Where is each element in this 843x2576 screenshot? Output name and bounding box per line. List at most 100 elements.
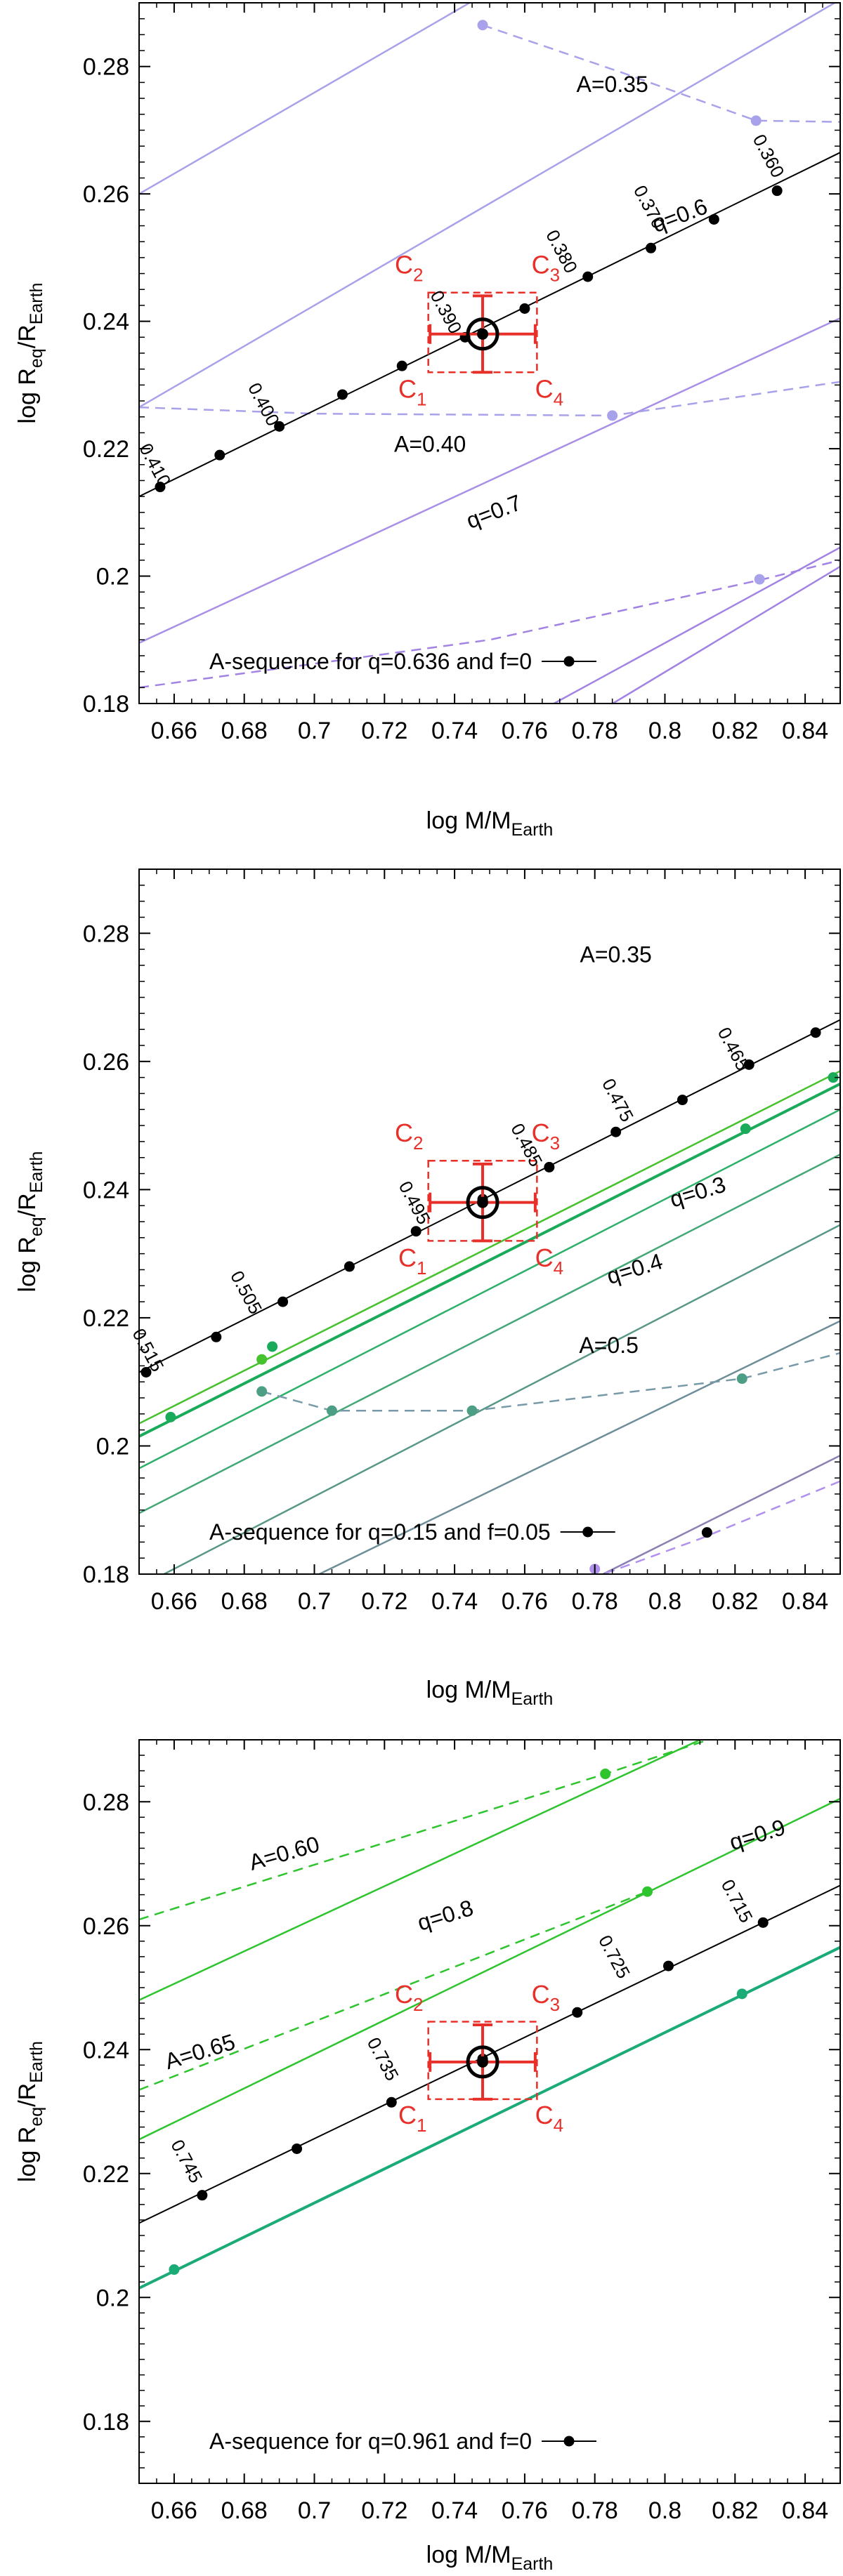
corner-label-c2: C2 [395,251,423,286]
series-line-a-sequence [139,1884,840,2224]
legend-marker [563,2436,575,2447]
corner-label-c2: C2 [395,1980,423,2015]
sequence-value-label: 0.515 [128,1325,168,1375]
series-line-q-line-6 [317,1320,840,1574]
data-point [828,1072,839,1083]
data-point [336,389,348,400]
sequence-value-label: 0.465 [714,1024,754,1074]
plot-frame [138,868,841,1575]
x-tick-label: 0.8 [648,718,681,744]
data-point [600,1769,611,1780]
series-line-q-0-4 [162,1224,840,1574]
observation-ring [466,317,499,351]
sequence-value-label: 0.390 [426,287,466,338]
data-point [169,2264,180,2276]
x-axis-title: log M/MEarth [426,807,554,840]
y-tick-label: 0.22 [83,436,129,463]
data-point [277,1296,289,1307]
series-line-q-line-4 [551,546,840,704]
x-tick-label: 0.7 [298,2497,331,2524]
series-line-q-line-1 [139,3,471,195]
y-tick-label: 0.24 [83,309,129,336]
sequence-value-label: 0.360 [749,131,789,181]
y-axis-title: log Req/REarth [14,283,46,424]
x-tick-label: 0.74 [431,2497,478,2524]
series-line-q-top [139,1740,700,2001]
x-tick-label: 0.66 [151,718,197,744]
series-line-a-0-60 [139,1740,711,1921]
series-line-a-line-3 [139,559,840,689]
x-tick-label: 0.66 [151,1588,197,1615]
x-tick-label: 0.82 [712,2497,758,2524]
x-tick-label: 0.66 [151,2497,197,2524]
plot-area [139,3,840,704]
y-tick-label: 0.22 [83,1305,129,1332]
corner-label-c1: C1 [398,1243,426,1279]
x-tick-label: 0.7 [298,1588,331,1615]
series-line-q-line-5 [610,565,840,704]
annotation-a-0-35: A=0.35 [580,942,651,967]
data-point [701,1527,712,1538]
series-line-q-0-9 [139,1797,840,2141]
x-tick-label: 0.68 [221,1588,268,1615]
corner-label-c2: C2 [395,1118,423,1154]
series-line-q-0-7 [139,317,840,644]
series-line-q-0-6 [139,3,837,409]
x-tick-label: 0.68 [221,718,268,744]
annotation-a-0-60: A=0.60 [246,1831,322,1875]
series-line-a-0-40 [139,381,840,417]
data-point [466,1405,478,1416]
legend-label: A-sequence for q=0.961 and f=0 [209,2429,532,2454]
annotation-a-0-65: A=0.65 [162,2029,237,2074]
data-point [750,115,762,126]
data-point [165,1411,176,1422]
legend-marker [563,656,575,667]
data-point [267,1341,278,1352]
corner-label-c1: C1 [398,375,426,410]
corner-label-c3: C3 [532,1980,560,2015]
x-tick-label: 0.78 [572,718,618,744]
series-line-a-0-35 [482,24,840,123]
y-tick-label: 0.2 [96,2285,129,2311]
annotation-q-0-9: q=0.9 [726,1814,788,1855]
series-line-a-line-2 [601,1480,840,1574]
series-line-a-sequence [139,152,840,497]
y-tick-label: 0.26 [83,1049,129,1076]
y-tick-label: 0.24 [83,2037,129,2063]
data-point [344,1261,355,1272]
x-tick-label: 0.78 [572,2497,618,2524]
corner-label-c1: C1 [398,2101,426,2136]
x-tick-label: 0.74 [431,718,478,744]
data-point [519,303,530,314]
data-point [155,482,166,493]
sequence-value-label: 0.715 [717,1876,757,1927]
x-tick-label: 0.72 [361,718,407,744]
annotation-q-0-8: q=0.8 [414,1895,476,1936]
observation-ring [466,1186,499,1220]
x-tick-label: 0.84 [782,718,828,744]
data-point [740,1123,751,1135]
series-line-q-0-3 [139,1154,840,1514]
data-point [544,1161,555,1173]
y-tick-label: 0.2 [96,564,129,590]
x-tick-label: 0.82 [712,1588,758,1615]
y-tick-label: 0.26 [83,1913,129,1940]
sequence-value-label: 0.400 [244,379,284,430]
data-point [396,360,407,371]
series-line-green-1 [139,1070,840,1425]
data-point [736,1373,747,1385]
data-point [708,213,719,225]
sequence-value-label: 0.725 [594,1931,634,1982]
data-point [771,185,783,197]
y-tick-label: 0.18 [83,1561,129,1588]
sequence-value-label: 0.735 [363,2034,403,2085]
y-tick-label: 0.18 [83,2409,129,2436]
data-point [662,1960,674,1971]
data-point [140,1366,152,1378]
series-line-q-thick [139,1946,840,2290]
data-point [386,2096,397,2108]
x-tick-label: 0.8 [648,1588,681,1615]
data-point [582,271,594,282]
